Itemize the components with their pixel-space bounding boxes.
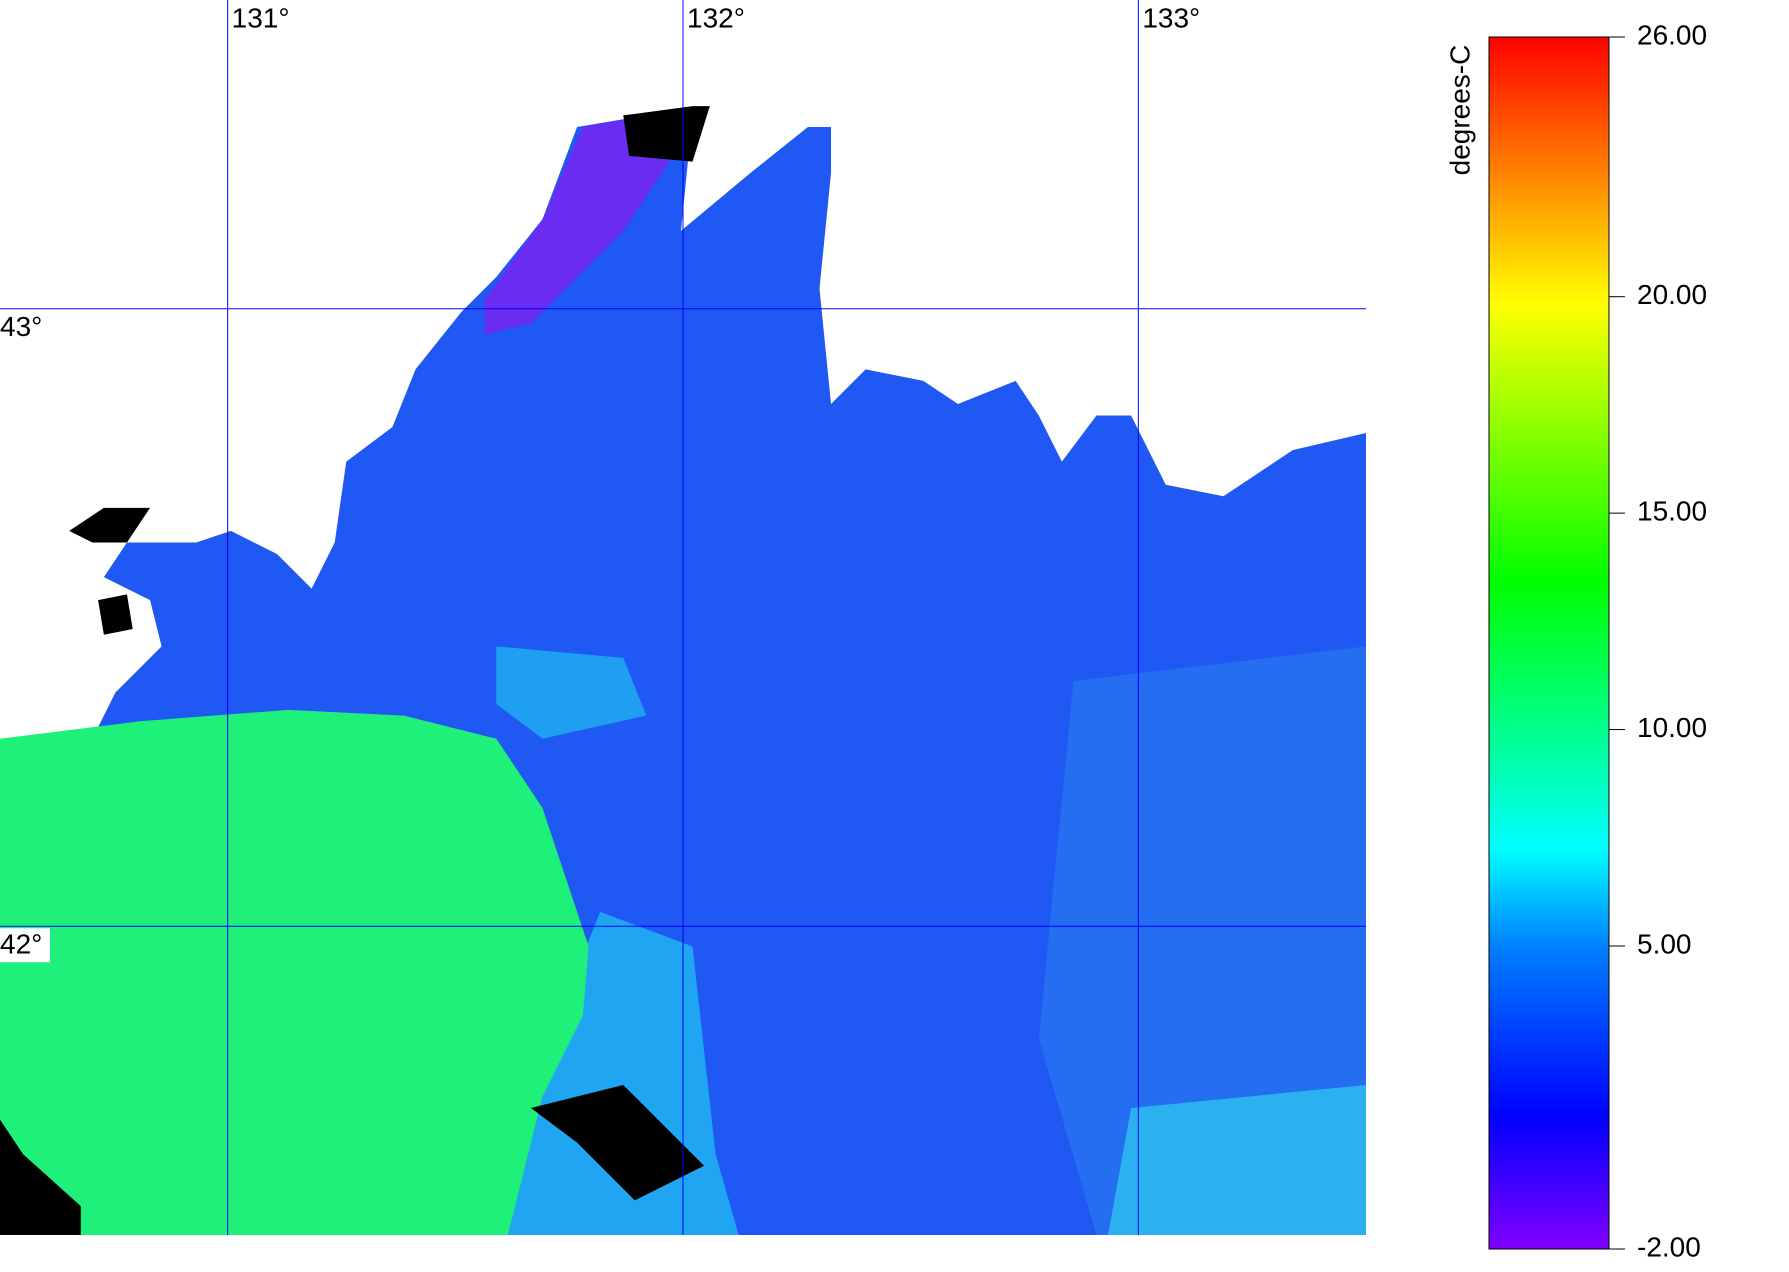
colorbar-tick-label: 15.00 <box>1637 496 1707 527</box>
cloud <box>623 106 710 162</box>
colorbar <box>1488 36 1610 1250</box>
lon-label: 132° <box>687 2 745 33</box>
colorbar-tick-label: -2.00 <box>1637 1231 1701 1262</box>
colorbar-title: degrees-C <box>1444 45 1475 176</box>
cool-water <box>1038 646 1366 1235</box>
warm-water <box>0 709 589 1235</box>
lon-label: 133° <box>1142 2 1200 33</box>
lat-label: 42° <box>0 929 42 960</box>
coastal-water <box>484 115 670 335</box>
colorbar-tick-label: 26.00 <box>1637 19 1707 50</box>
lat-label-bg <box>0 310 50 345</box>
cloud <box>69 507 151 543</box>
lat-label-bg <box>0 928 50 963</box>
cyan-water <box>1108 1085 1366 1235</box>
cloud <box>530 1084 705 1201</box>
colorbar-tick-label: 10.00 <box>1637 712 1707 743</box>
colorbar-tick-label: 5.00 <box>1637 928 1692 959</box>
colorbar-tick-label: 20.00 <box>1637 279 1707 310</box>
lat-label: 43° <box>0 311 42 342</box>
lon-label: 131° <box>232 2 290 33</box>
cyan-water <box>496 646 647 739</box>
cloud <box>0 1119 81 1235</box>
cloud <box>98 594 133 635</box>
